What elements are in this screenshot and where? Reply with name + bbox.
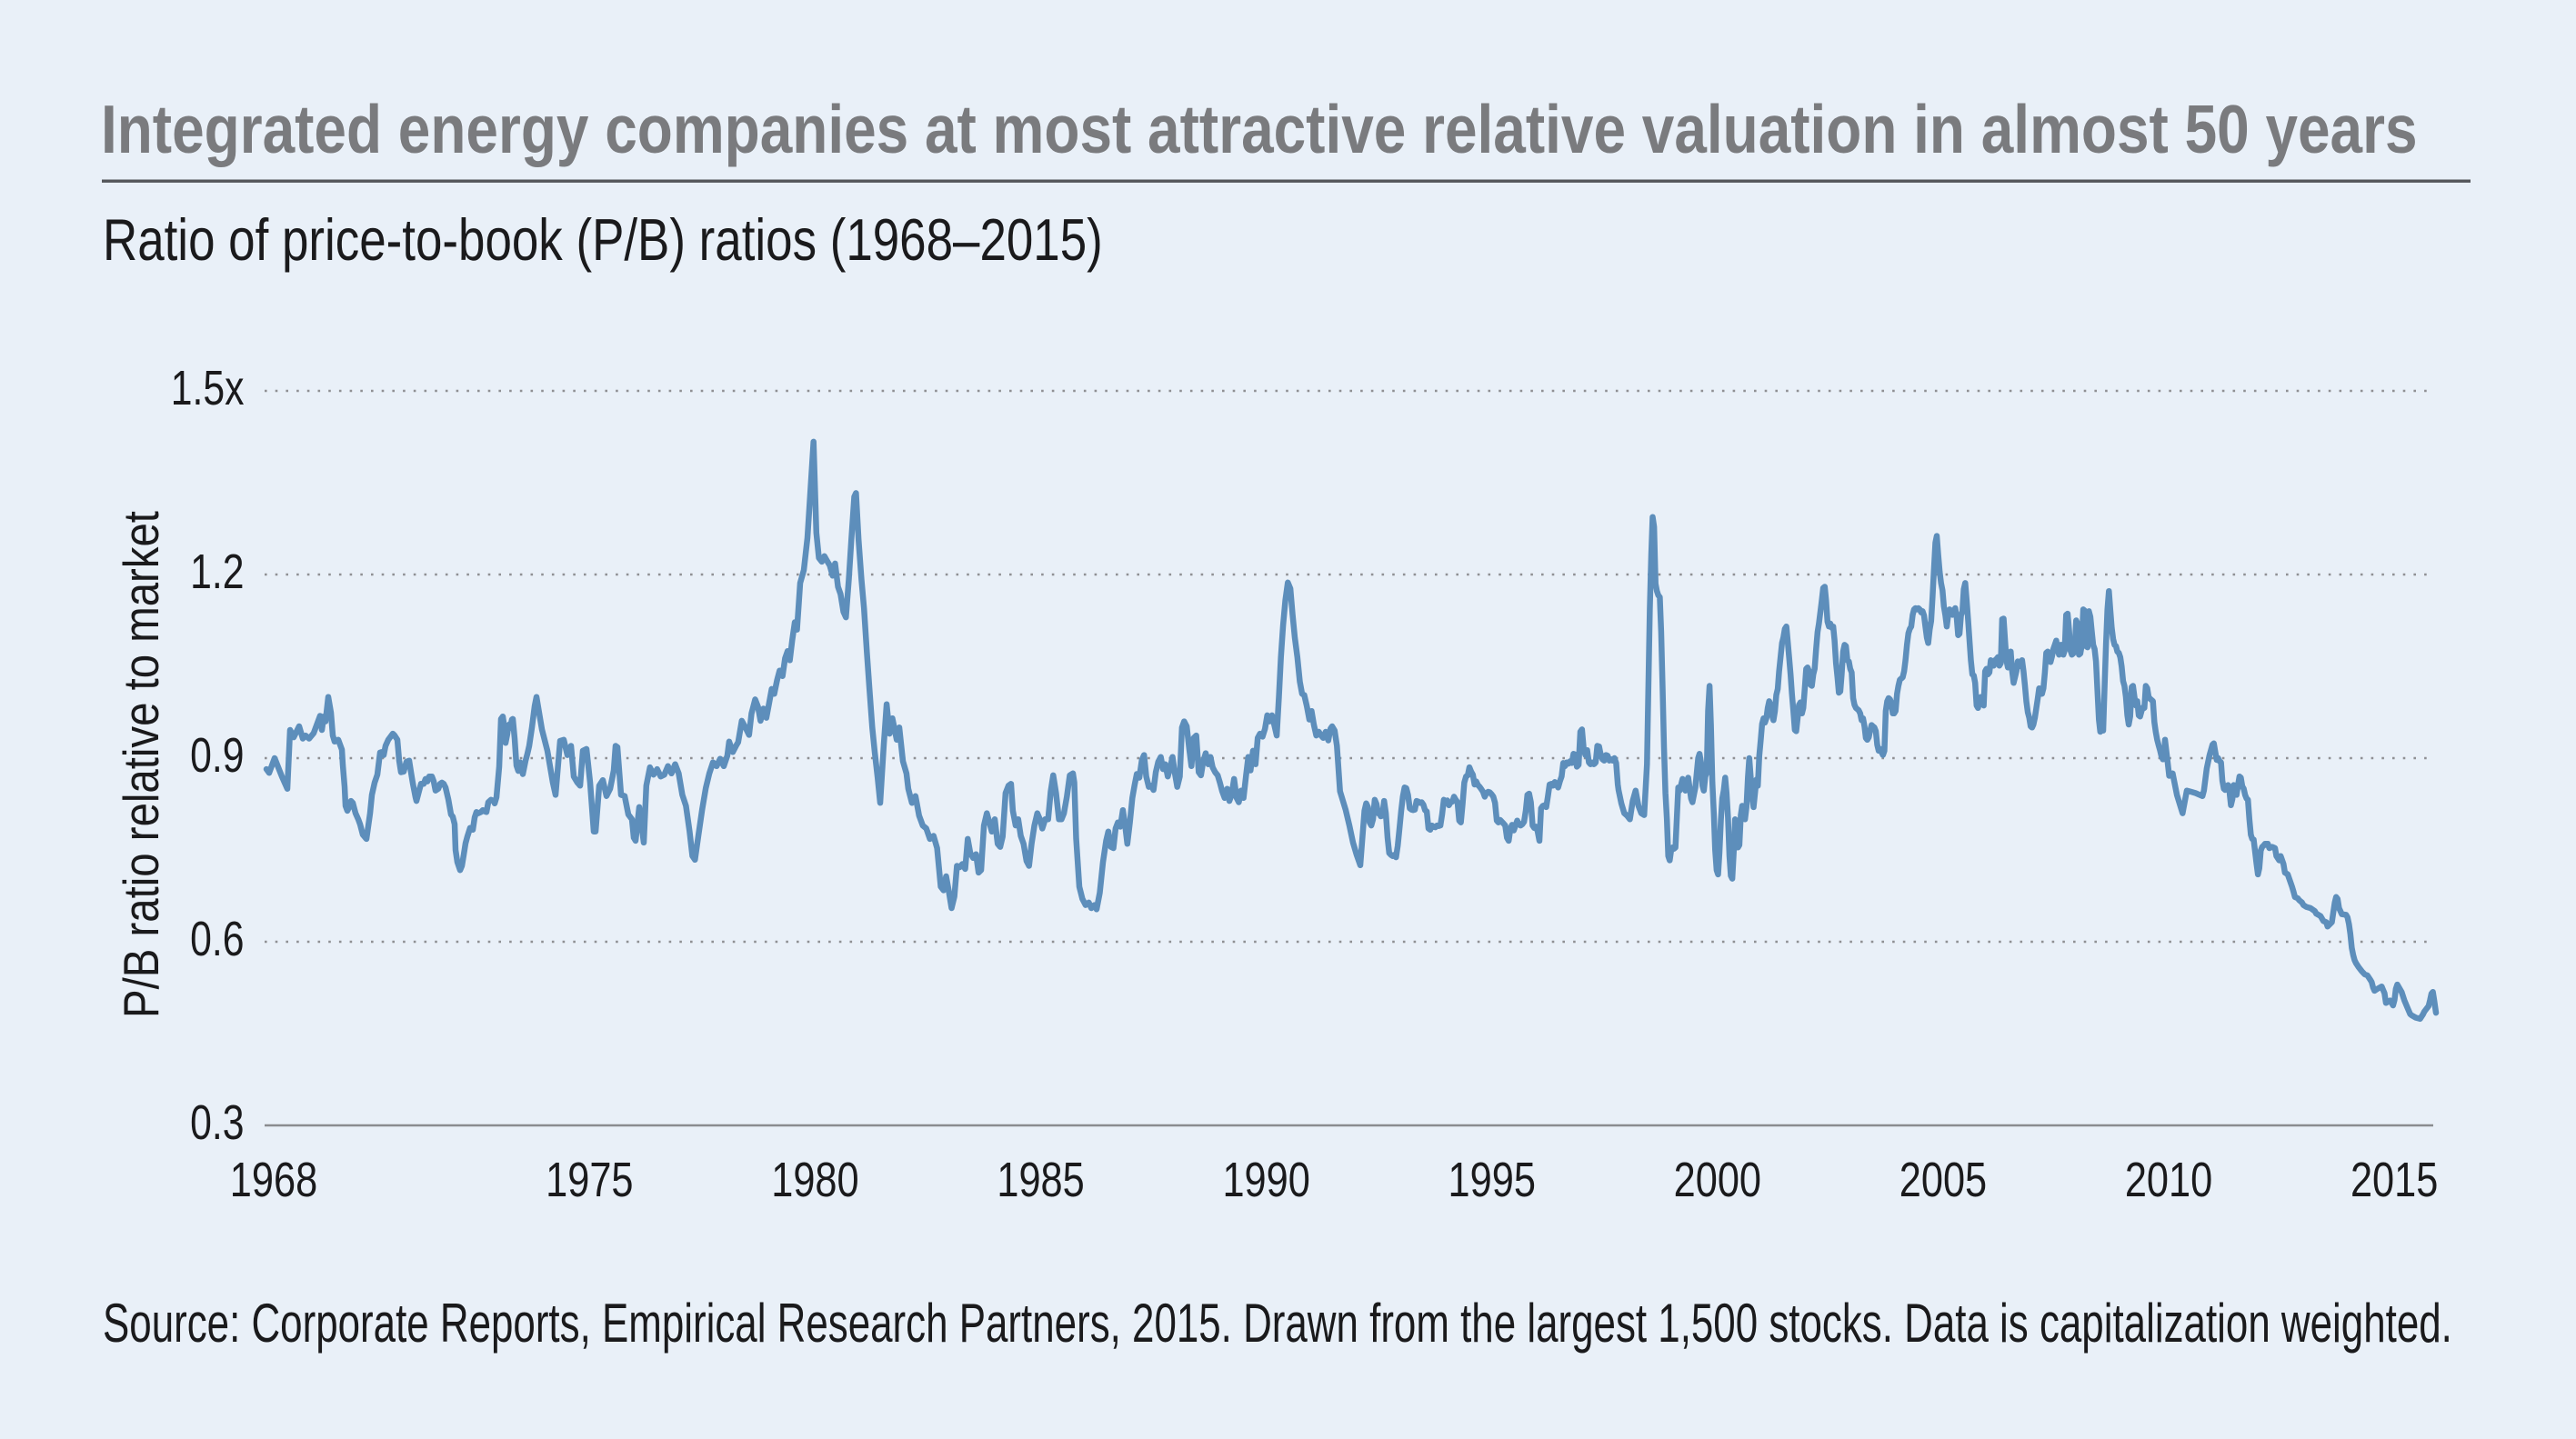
svg-text:1995: 1995 xyxy=(1448,1154,1536,1207)
svg-text:2000: 2000 xyxy=(1674,1154,1761,1207)
svg-text:Integrated energy companies at: Integrated energy companies at most attr… xyxy=(101,91,2418,167)
svg-text:Ratio of price-to-book (P/B) r: Ratio of price-to-book (P/B) ratios (196… xyxy=(103,207,1103,273)
svg-text:2010: 2010 xyxy=(2125,1154,2212,1207)
svg-text:2005: 2005 xyxy=(1899,1154,1987,1207)
svg-text:1980: 1980 xyxy=(771,1154,858,1207)
svg-text:1968: 1968 xyxy=(230,1154,317,1207)
svg-text:1990: 1990 xyxy=(1222,1154,1309,1207)
svg-text:1.2: 1.2 xyxy=(190,545,244,600)
svg-text:0.6: 0.6 xyxy=(190,913,244,967)
svg-text:1985: 1985 xyxy=(997,1154,1084,1207)
svg-text:2015: 2015 xyxy=(2350,1154,2438,1207)
svg-text:1975: 1975 xyxy=(546,1154,633,1207)
svg-text:Source: Corporate Reports, Emp: Source: Corporate Reports, Empirical Res… xyxy=(103,1293,2452,1354)
svg-text:0.3: 0.3 xyxy=(190,1096,244,1151)
svg-text:1.5x: 1.5x xyxy=(171,362,245,416)
svg-text:0.9: 0.9 xyxy=(190,729,244,784)
svg-text:P/B ratio relative to market: P/B ratio relative to market xyxy=(114,511,169,1018)
